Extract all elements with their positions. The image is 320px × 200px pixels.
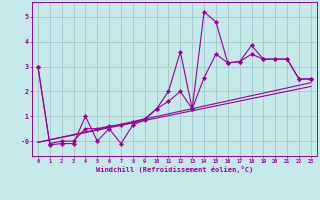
X-axis label: Windchill (Refroidissement éolien,°C): Windchill (Refroidissement éolien,°C) (96, 166, 253, 173)
